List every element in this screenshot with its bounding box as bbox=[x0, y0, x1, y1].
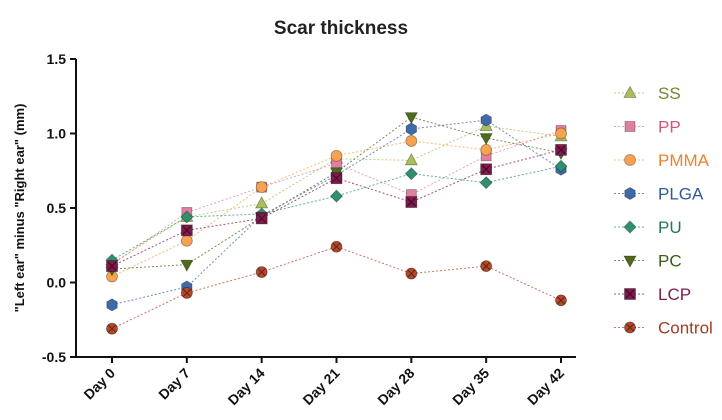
legend: SS PP PMMA PLGA PU PC LCP Control bbox=[614, 84, 713, 338]
data-point-lcp bbox=[330, 172, 343, 185]
legend-item-pp: PP bbox=[614, 118, 681, 137]
x-tick-label: Day 0 bbox=[80, 365, 118, 403]
chart-title: Scar thickness bbox=[274, 18, 408, 39]
data-point-pu bbox=[180, 210, 194, 224]
axes: -0.5 0.0 0.5 1.0 1.5 Day 0 Day 7 Day 14 Day 21 Da… bbox=[42, 51, 576, 408]
legend-marker-control bbox=[624, 321, 636, 334]
legend-label-pc: PC bbox=[658, 252, 682, 271]
data-point-lcp bbox=[106, 260, 118, 273]
legend-marker-lcp bbox=[624, 288, 636, 300]
x-tick-label: Day 42 bbox=[524, 365, 567, 408]
y-tick-label: 0.5 bbox=[47, 200, 67, 216]
data-point-lcp bbox=[405, 196, 418, 208]
data-point-pmma bbox=[255, 181, 268, 194]
series-line-plga bbox=[111, 119, 562, 306]
series-markers bbox=[105, 112, 568, 335]
data-point-control bbox=[555, 294, 567, 307]
legend-label-pmma: PMMA bbox=[658, 151, 710, 170]
data-point-pmma bbox=[180, 234, 193, 247]
legend-marker-pu bbox=[623, 220, 637, 234]
y-tick-label: 1.5 bbox=[47, 51, 67, 67]
legend-label-plga: PLGA bbox=[658, 185, 704, 204]
x-tick-label: Day 21 bbox=[299, 365, 342, 408]
legend-label-ss: SS bbox=[658, 84, 681, 103]
data-point-lcp bbox=[555, 143, 567, 156]
data-point-pu bbox=[479, 176, 493, 190]
data-point-control bbox=[180, 287, 193, 299]
data-point-plga bbox=[106, 298, 118, 312]
legend-marker-pmma bbox=[624, 154, 636, 166]
data-point-control bbox=[330, 240, 343, 253]
data-point-lcp bbox=[480, 163, 493, 176]
x-tick-label: Day 35 bbox=[449, 365, 492, 408]
legend-marker-plga bbox=[624, 187, 636, 200]
legend-item-plga: PLGA bbox=[614, 185, 704, 204]
data-point-pmma bbox=[330, 149, 343, 162]
data-point-control bbox=[480, 260, 493, 273]
series-line-control bbox=[111, 246, 562, 330]
data-point-control bbox=[106, 322, 118, 335]
data-point-lcp bbox=[180, 224, 193, 237]
legend-marker-ss bbox=[623, 85, 637, 98]
series-points-control bbox=[106, 240, 567, 335]
y-axis-label: "Left ear" minus "Right ear" (mm) bbox=[12, 104, 27, 313]
data-point-lcp bbox=[255, 212, 268, 225]
data-point-ss bbox=[254, 196, 269, 209]
legend-item-pc: PC bbox=[614, 252, 682, 271]
data-point-pmma bbox=[555, 127, 567, 140]
legend-label-lcp: LCP bbox=[658, 285, 691, 304]
legend-marker-pp bbox=[624, 121, 636, 132]
data-point-control bbox=[405, 267, 418, 280]
y-tick-label: 1.0 bbox=[47, 126, 67, 142]
legend-item-control: Control bbox=[614, 319, 713, 338]
series-points-lcp bbox=[106, 143, 567, 273]
legend-marker-pc bbox=[623, 255, 637, 268]
x-tick-label: Day 7 bbox=[155, 365, 193, 403]
legend-label-pu: PU bbox=[658, 218, 682, 237]
data-point-pu bbox=[329, 189, 344, 203]
data-point-control bbox=[255, 266, 268, 278]
data-point-pu bbox=[404, 167, 418, 181]
data-point-pc bbox=[479, 133, 493, 146]
series-points-plga bbox=[106, 113, 567, 312]
data-point-pc bbox=[180, 259, 194, 272]
data-point-pu bbox=[554, 159, 568, 173]
data-point-pc bbox=[404, 112, 419, 125]
data-point-pmma bbox=[480, 143, 493, 156]
data-point-ss bbox=[404, 152, 419, 166]
y-tick-label: -0.5 bbox=[42, 349, 66, 365]
series-points-pmma bbox=[106, 127, 567, 283]
y-tick-label: 0.0 bbox=[47, 275, 67, 291]
x-tick-label: Day 14 bbox=[225, 365, 268, 408]
series-lines bbox=[111, 116, 562, 330]
data-point-plga bbox=[480, 113, 492, 127]
legend-item-ss: SS bbox=[614, 84, 681, 103]
data-point-plga bbox=[405, 122, 417, 136]
data-point-pmma bbox=[405, 135, 418, 147]
legend-label-pp: PP bbox=[658, 118, 681, 137]
legend-item-pmma: PMMA bbox=[614, 151, 710, 170]
legend-item-pu: PU bbox=[614, 218, 682, 237]
legend-item-lcp: LCP bbox=[614, 285, 691, 304]
legend-label-control: Control bbox=[658, 319, 713, 338]
x-tick-label: Day 28 bbox=[374, 365, 417, 408]
